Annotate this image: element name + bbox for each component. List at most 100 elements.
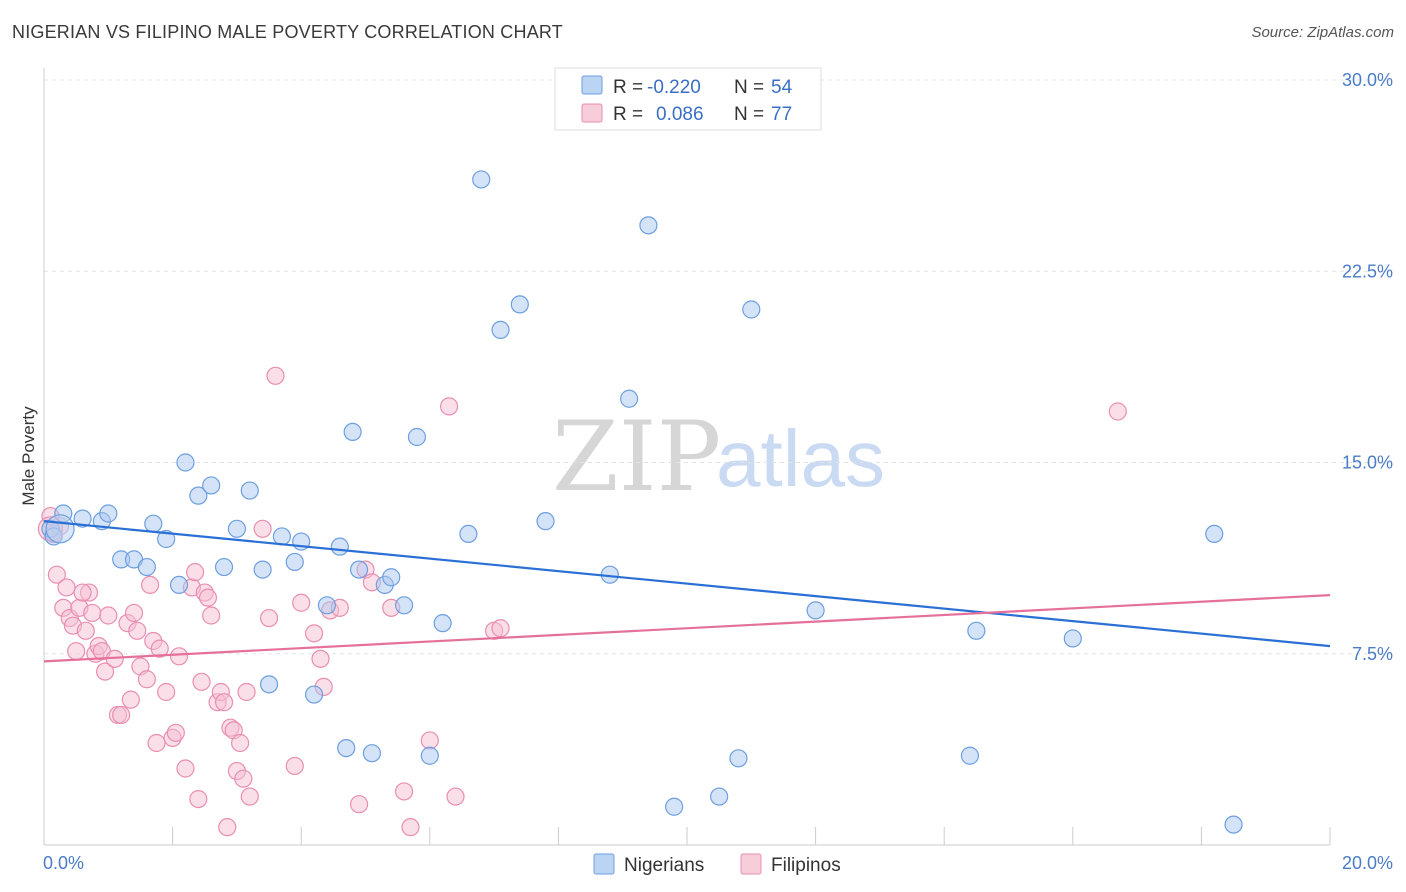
filipino-point [83,603,102,623]
filipino-point [202,606,221,625]
nigerian-point [272,527,292,546]
nigerian-point [742,300,761,319]
axes [43,68,1331,846]
legend-r-label: R = [613,77,643,98]
filipino-point [99,606,118,625]
nigerians-points [41,170,1243,834]
legend-swatch-filipinos [581,103,603,123]
filipino-point [150,639,169,658]
y-tick-labels: 7.5% 15.0% 22.5% 30.0% [1342,70,1393,664]
gridlines [44,79,1393,655]
trendlines [43,520,1331,663]
filipino-point [259,608,279,628]
legend-label-nigerians: Nigerians [624,855,704,876]
filipino-point [420,731,439,750]
filipino-point [218,818,237,837]
filipino-point [214,693,234,712]
nigerian-point [169,575,189,595]
x-tick-label-max: 20.0% [1342,853,1393,873]
filipinos-trendline [43,594,1331,663]
nigerian-point [491,320,510,339]
filipino-point [95,662,115,681]
filipino-point [394,782,414,801]
filipino-point [121,690,140,709]
filipino-point [266,366,285,385]
x-tick-label-min: 0.0% [43,853,84,873]
nigerian-point [304,685,324,704]
nigerian-point [420,746,439,765]
filipino-point [237,682,256,702]
nigerian-point [665,797,684,816]
filipino-point [112,705,131,725]
nigerian-point [472,170,491,189]
nigerian-point [1205,524,1224,544]
nigerian-point [620,389,639,408]
nigerian-point [729,749,748,768]
filipino-point [189,789,208,809]
nigerian-point [176,453,195,472]
chart-title: NIGERIAN VS FILIPINO MALE POVERTY CORREL… [12,22,563,42]
nigerian-point [45,514,75,544]
filipino-point [147,733,166,753]
filipino-point [57,578,76,597]
nigerian-point [349,560,369,579]
nigerian-point [960,746,980,765]
nigerian-point [806,601,825,620]
nigerian-point [144,514,163,533]
legend-swatch-nigerians [581,75,603,95]
legend-n-label: N = [734,104,764,125]
nigerian-point [710,787,729,806]
filipino-point [311,649,330,668]
legend-swatch-filipinos [740,853,762,875]
nigerian-point [394,596,414,615]
legend-r-value: 0.086 [656,104,704,125]
chart-source: Source: ZipAtlas.com [1251,24,1394,41]
watermark-zip: ZIP [552,401,721,513]
filipino-point [253,519,272,538]
filipino-point [1108,402,1127,421]
filipino-point [192,672,211,691]
correlation-legend: R = -0.220 N = 54 R = 0.086 N = 77 [554,67,822,131]
filipino-point [304,624,324,643]
filipino-point [176,759,195,778]
nigerian-point [407,427,427,447]
filipino-point [285,756,304,776]
nigerian-point [214,557,234,577]
nigerian-point [343,422,362,441]
y-tick-label: 15.0% [1342,453,1393,473]
legend-n-label: N = [734,77,764,98]
watermark-atlas: atlas [716,414,885,503]
filipino-point [439,397,459,416]
nigerian-point [382,568,401,587]
filipino-point [186,563,205,582]
filipino-point [73,583,92,602]
filipino-point [67,642,86,661]
filipino-point [491,619,510,638]
filipino-point [128,621,147,640]
nigerian-point [317,596,337,615]
filipino-point [349,795,369,814]
filipino-point [166,723,185,742]
filipino-point [234,769,253,788]
nigerian-point [240,481,259,500]
nigerian-point [259,675,279,694]
nigerian-point [157,529,176,549]
nigerian-point [202,476,221,495]
nigerian-point [330,537,349,556]
nigerian-point [433,614,452,633]
nigerian-point [137,557,156,577]
legend-swatch-nigerians [593,853,615,875]
legend-n-value: 54 [771,77,793,98]
y-tick-label: 7.5% [1352,644,1393,664]
filipino-point [446,787,465,806]
filipino-point [157,682,176,702]
nigerian-point [967,621,986,640]
y-tick-label: 30.0% [1342,70,1393,90]
nigerian-point [1224,815,1243,834]
legend-n-value: 77 [771,104,792,125]
nigerian-point [73,509,92,528]
nigerian-point [253,560,272,579]
filipino-point [137,670,156,689]
legend-label-filipinos: Filipinos [771,855,841,876]
